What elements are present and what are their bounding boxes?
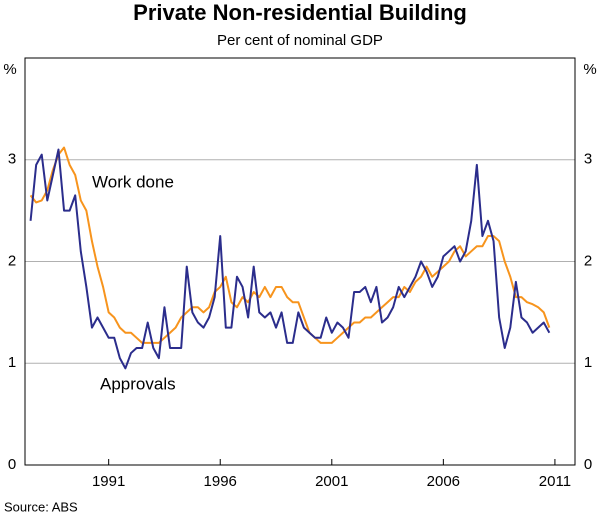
chart-subtitle: Per cent of nominal GDP bbox=[217, 32, 383, 49]
x-tick-label: 1996 bbox=[204, 473, 237, 490]
series-label: Work done bbox=[92, 172, 174, 191]
chart-title: Private Non-residential Building bbox=[133, 0, 467, 25]
series-line bbox=[29, 148, 551, 370]
x-tick-label: 2006 bbox=[427, 473, 460, 490]
series-label: Approvals bbox=[100, 374, 176, 393]
y2-tick-label: 1 bbox=[584, 354, 592, 371]
y2-tick-label: 2 bbox=[584, 252, 592, 269]
x-tick-label: 2011 bbox=[539, 473, 571, 490]
x-tick-label: 2001 bbox=[315, 473, 348, 490]
source-note: Source: ABS bbox=[4, 499, 78, 514]
y2-tick-label: 0 bbox=[584, 456, 592, 473]
y2-axis-label: % bbox=[583, 61, 596, 78]
series-line bbox=[29, 146, 551, 344]
y-tick-label: 1 bbox=[8, 354, 16, 371]
plot-frame bbox=[24, 57, 576, 466]
y2-tick-label: 3 bbox=[584, 151, 592, 168]
y-tick-label: 2 bbox=[8, 252, 16, 269]
y-tick-label: 0 bbox=[8, 456, 16, 473]
y-tick-label: 3 bbox=[8, 151, 16, 168]
x-tick-label: 1991 bbox=[92, 473, 125, 490]
y-axis-label: % bbox=[3, 61, 16, 78]
